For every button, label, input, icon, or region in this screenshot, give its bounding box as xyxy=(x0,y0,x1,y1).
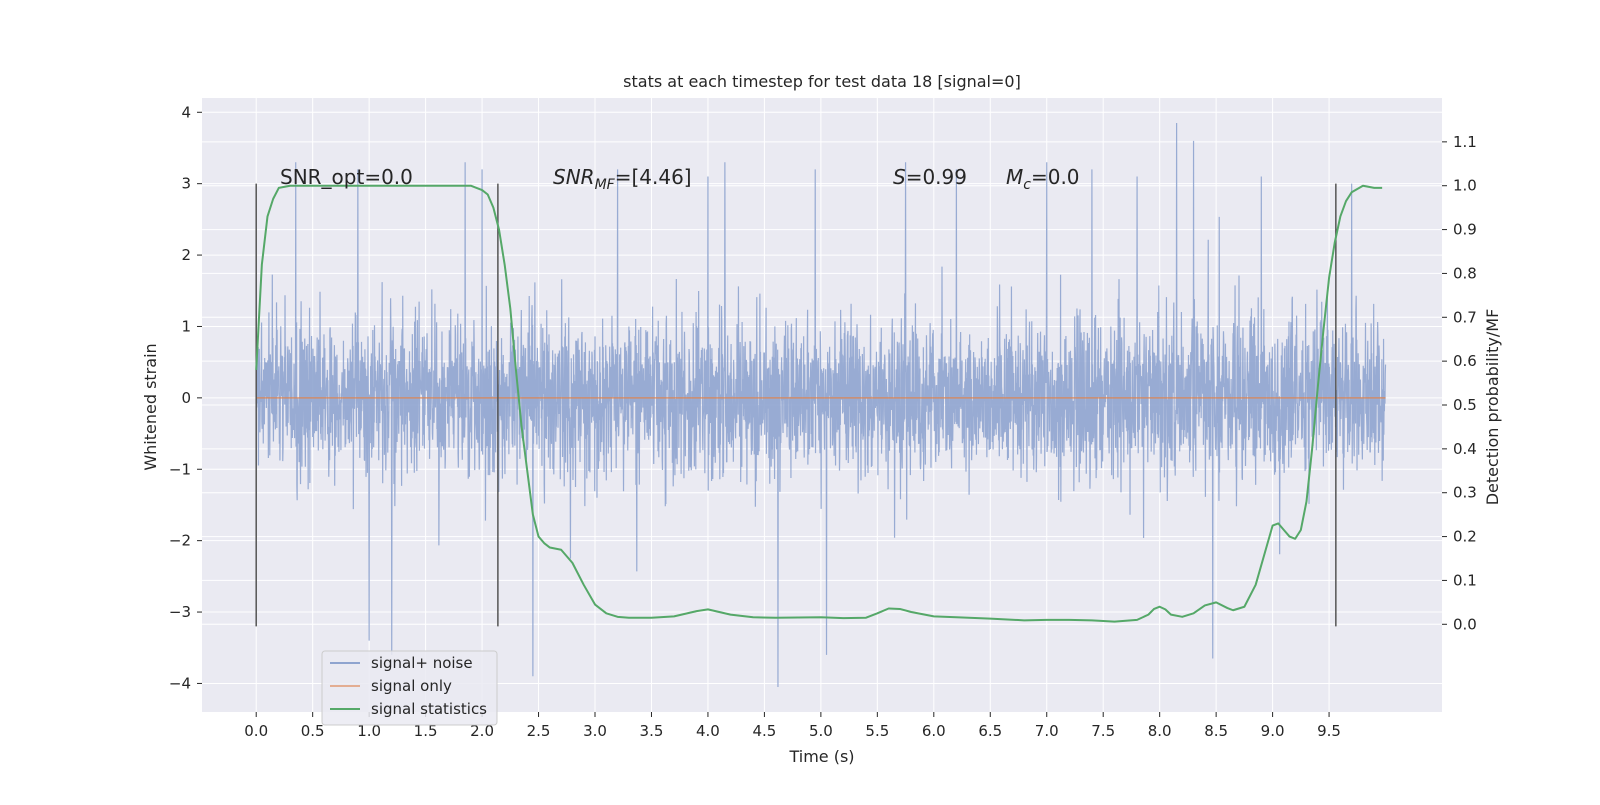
x-tick-label: 8.0 xyxy=(1148,722,1172,740)
y-right-tick-label: 0.5 xyxy=(1453,396,1477,414)
y-tick-label: 4 xyxy=(181,103,191,121)
annotation-s: S=0.99 xyxy=(893,165,967,189)
annotation-mc: Mc=0.0 xyxy=(1006,165,1080,193)
x-tick-label: 5.5 xyxy=(865,722,889,740)
y-tick-label: 3 xyxy=(181,175,191,193)
y-right-tick-label: 0.9 xyxy=(1453,221,1477,239)
x-tick-label: 1.0 xyxy=(357,722,381,740)
x-tick-label: 3.0 xyxy=(583,722,607,740)
y-tick-label: 0 xyxy=(181,389,191,407)
x-tick-label: 3.5 xyxy=(640,722,664,740)
y-right-tick-label: 0.1 xyxy=(1453,571,1477,589)
y-tick-label: 2 xyxy=(181,246,191,264)
x-tick-label: 6.5 xyxy=(978,722,1002,740)
x-tick-label: 4.5 xyxy=(752,722,776,740)
legend-box xyxy=(321,650,498,726)
chart-title: stats at each timestep for test data 18 … xyxy=(623,72,1021,91)
series-signal-noise-line xyxy=(255,122,1387,688)
x-tick-label: 0.0 xyxy=(244,722,268,740)
x-axis-label: Time (s) xyxy=(788,747,854,766)
legend-label-signal-only: signal only xyxy=(371,677,452,695)
x-tick-label: 8.5 xyxy=(1204,722,1228,740)
series-signal-statistics-line xyxy=(255,184,1383,623)
annotation-snr-opt: SNR_opt=0.0 xyxy=(280,165,413,189)
x-tick-label: 6.0 xyxy=(922,722,946,740)
x-tick-label: 9.0 xyxy=(1261,722,1285,740)
x-tick-label: 4.0 xyxy=(696,722,720,740)
y-right-tick-label: 0.7 xyxy=(1453,308,1477,326)
y-right-tick-label: 0.3 xyxy=(1453,484,1477,502)
y-right-tick-label: 0.8 xyxy=(1453,264,1477,282)
y-tick-label: −4 xyxy=(169,674,191,692)
y-tick-label: −1 xyxy=(169,460,191,478)
y-tick-label: 1 xyxy=(181,317,191,335)
x-tick-label: 7.5 xyxy=(1091,722,1115,740)
y-right-tick-label: 1.0 xyxy=(1453,177,1477,195)
x-tick-label: 2.5 xyxy=(527,722,551,740)
y-right-tick-label: 0.4 xyxy=(1453,440,1477,458)
y-tick-label: −2 xyxy=(169,532,191,550)
x-tick-label: 0.5 xyxy=(301,722,325,740)
x-tick-label: 9.5 xyxy=(1317,722,1341,740)
legend-label-signal-noise: signal+ noise xyxy=(371,654,473,672)
annotation-snr-mf: SNRMF=[4.46] xyxy=(553,165,692,193)
y-right-tick-label: 0.6 xyxy=(1453,352,1477,370)
x-tick-label: 2.0 xyxy=(470,722,494,740)
y-right-tick-label: 0.0 xyxy=(1453,615,1477,633)
y-axis-label: Whitened strain xyxy=(141,343,160,470)
y-right-tick-label: 0.2 xyxy=(1453,528,1477,546)
legend: signal+ noise signal only signal statist… xyxy=(321,650,498,726)
y-right-tick-label: 1.1 xyxy=(1453,133,1477,151)
x-tick-label: 5.0 xyxy=(809,722,833,740)
x-tick-label: 7.0 xyxy=(1035,722,1059,740)
legend-label-signal-statistics: signal statistics xyxy=(371,700,487,718)
x-tick-label: 1.5 xyxy=(414,722,438,740)
y-tick-label: −3 xyxy=(169,603,191,621)
y-right-axis-label: Detection probability/MF xyxy=(1483,309,1502,506)
